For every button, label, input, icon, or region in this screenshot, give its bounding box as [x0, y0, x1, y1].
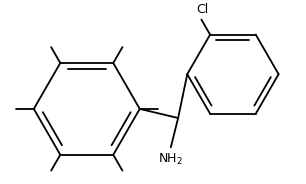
- Text: NH$_2$: NH$_2$: [158, 152, 183, 167]
- Text: Cl: Cl: [196, 3, 208, 16]
